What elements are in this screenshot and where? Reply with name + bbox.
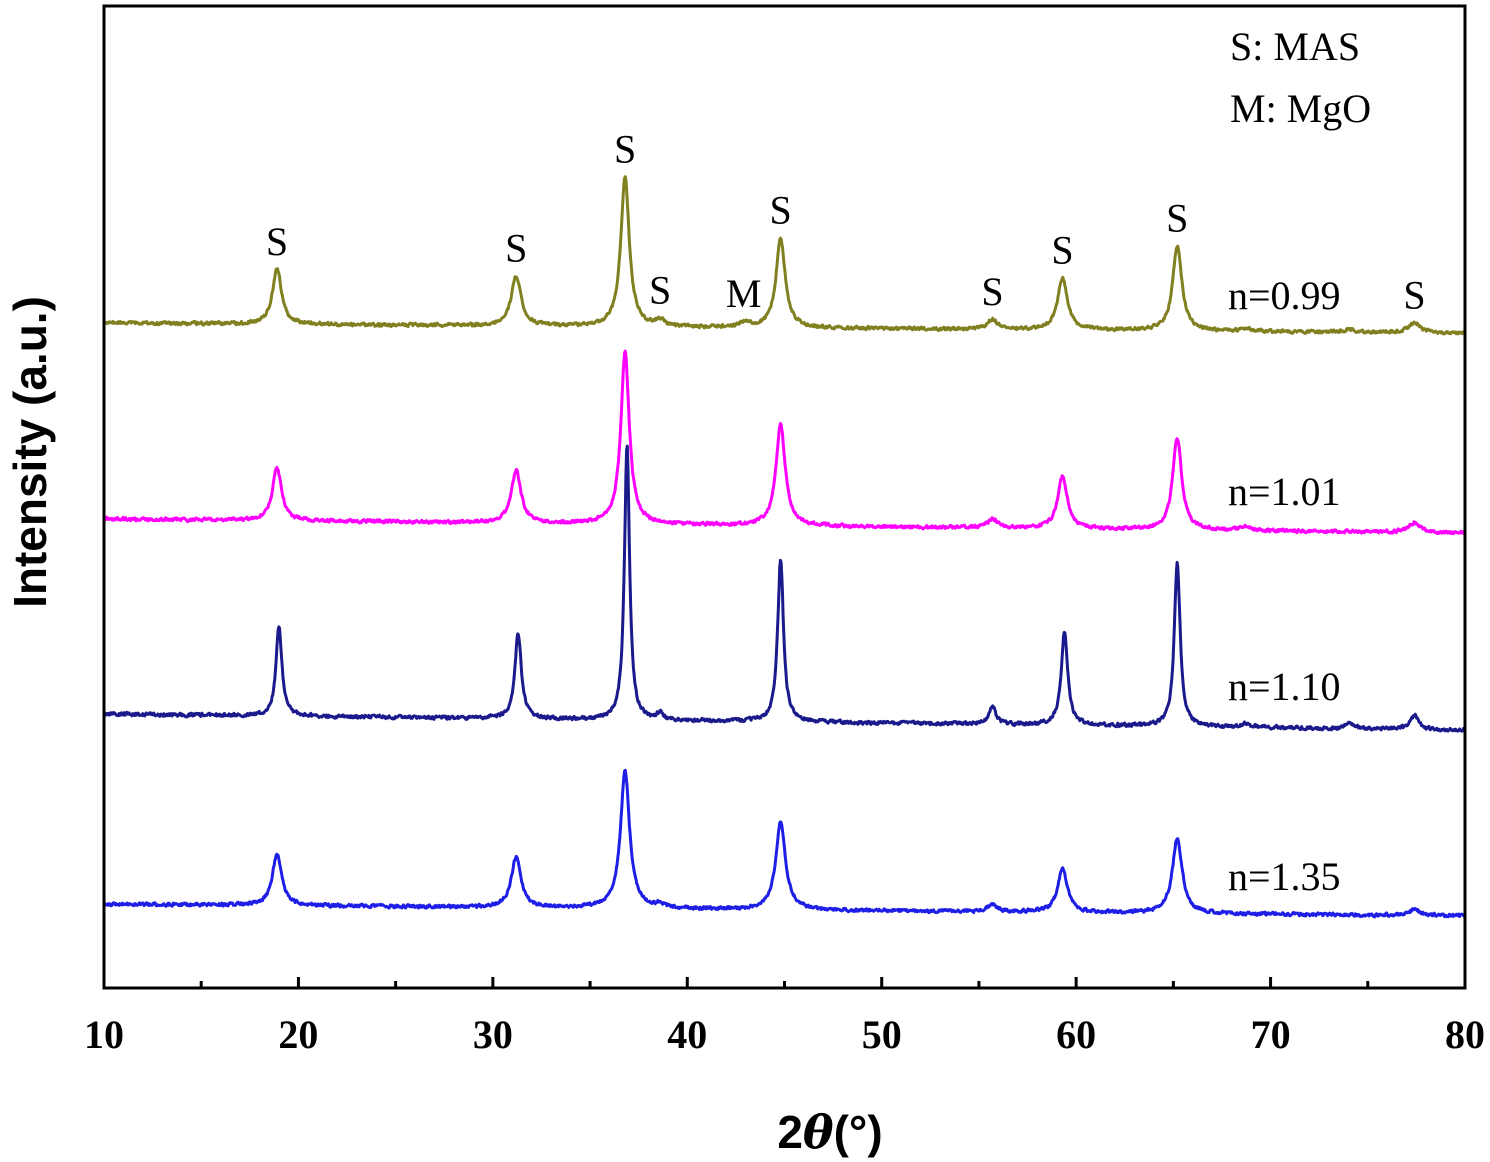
x-tick-label: 40 (667, 1012, 707, 1057)
legend-line-mas: S: MAS (1230, 24, 1360, 69)
y-axis-title: Intensity (a.u.) (4, 296, 56, 608)
peak-label: S (614, 126, 636, 171)
x-tick-label: 80 (1445, 1012, 1485, 1057)
x-tick-label: 70 (1251, 1012, 1291, 1057)
series-label: n=1.01 (1228, 469, 1341, 514)
peak-label: S (1166, 196, 1188, 241)
series-label: n=1.10 (1228, 664, 1341, 709)
peak-label: S (1403, 273, 1425, 318)
x-axis-title: 2θ(°) (777, 1105, 882, 1159)
x-axis-title-theta: θ (803, 1105, 834, 1159)
series-label: n=0.99 (1228, 273, 1341, 318)
series-labels: n=0.99 n=1.01 n=1.10 n=1.35 (1228, 273, 1341, 899)
series-label: n=1.35 (1228, 854, 1341, 899)
legend-line-mgo: M: MgO (1230, 86, 1371, 131)
x-tick-label: 60 (1056, 1012, 1096, 1057)
series-line-n-0-99 (102, 175, 1467, 336)
peak-label: S (1051, 228, 1073, 273)
legend: S: MAS M: MgO (1230, 24, 1371, 131)
peak-label: M (726, 271, 762, 316)
series-layer (102, 175, 1467, 919)
series-line-n-1-10 (102, 444, 1467, 733)
x-tick-label: 20 (278, 1012, 318, 1057)
peak-label: S (505, 226, 527, 271)
peak-label: S (981, 269, 1003, 314)
peak-label: S (649, 268, 671, 313)
x-tick-label: 50 (862, 1012, 902, 1057)
x-axis-title-prefix: 2 (777, 1106, 803, 1158)
x-axis-title-unit: (°) (834, 1106, 883, 1158)
peak-label: S (769, 188, 791, 233)
x-tick-label: 30 (473, 1012, 513, 1057)
x-axis: 10 20 30 40 50 60 70 80 (84, 977, 1485, 1057)
x-tick-label: 10 (84, 1012, 124, 1057)
series-line-n-1-01 (102, 349, 1466, 536)
series-line-n-1-35 (103, 768, 1466, 919)
peak-label: S (266, 219, 288, 264)
